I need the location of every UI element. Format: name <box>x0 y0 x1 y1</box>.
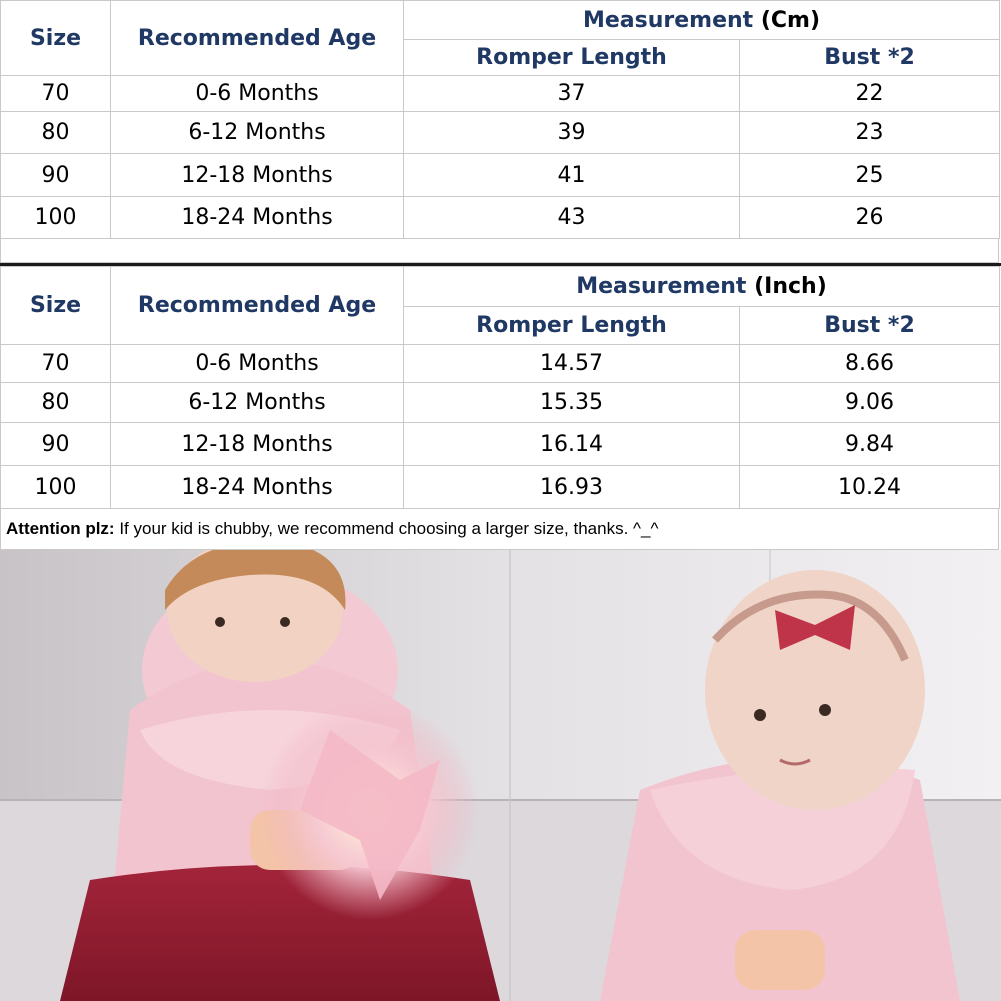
cell-age: 18-24 Months <box>110 196 404 239</box>
cell-age: 18-24 Months <box>110 465 404 509</box>
cell-age: 6-12 Months <box>110 382 404 423</box>
table-divider <box>0 263 1001 266</box>
header-size: Size <box>0 266 111 345</box>
cell-bust: 22 <box>738 75 1001 112</box>
bow-headband-icon <box>775 605 855 650</box>
cell-size: 100 <box>0 196 111 239</box>
cell-size: 90 <box>0 153 111 197</box>
table-row: 70 0-6 Months 37 22 <box>0 75 1001 112</box>
cell-bust: 8.66 <box>739 344 1000 383</box>
attention-label: Attention plz: <box>6 519 115 538</box>
cell-bust: 25 <box>738 153 1001 197</box>
measurement-unit: (Inch) <box>754 274 827 299</box>
cell-length: 43 <box>403 196 740 239</box>
header-recommended-age: Recommended Age <box>110 266 404 345</box>
size-table-inch: Size Recommended Age Measurement (Inch) … <box>0 266 1000 509</box>
cell-length: 14.57 <box>403 344 740 383</box>
product-photo-illustration <box>0 550 1001 1001</box>
attention-text: If your kid is chubby, we recommend choo… <box>114 519 659 538</box>
measurement-label: Measurement <box>582 7 754 33</box>
attention-note: Attention plz: If your kid is chubby, we… <box>0 508 999 550</box>
table-row: 80 6-12 Months 39 23 <box>0 111 1001 154</box>
right-child <box>600 570 960 1001</box>
cell-size: 80 <box>0 111 111 154</box>
table-row: 100 18-24 Months 16.93 10.24 <box>0 465 1000 509</box>
cell-size: 90 <box>0 422 111 466</box>
header-bust: Bust *2 <box>738 39 1001 76</box>
header-recommended-age: Recommended Age <box>110 0 404 76</box>
cell-length: 37 <box>403 75 740 112</box>
header-romper-length: Romper Length <box>403 39 740 76</box>
cell-size: 70 <box>0 75 111 112</box>
cell-size: 100 <box>0 465 111 509</box>
cell-bust: 9.84 <box>739 422 1000 466</box>
header-bust: Bust *2 <box>739 306 1000 345</box>
measurement-label: Measurement <box>576 274 747 299</box>
cell-bust: 26 <box>738 196 1001 239</box>
header-size: Size <box>0 0 111 76</box>
size-table-cm: Size Recommended Age Measurement (Cm) Ro… <box>0 0 1001 239</box>
table-spacer-row <box>0 238 999 263</box>
cell-bust: 23 <box>738 111 1001 154</box>
product-photo <box>0 550 1001 1001</box>
cell-age: 6-12 Months <box>110 111 404 154</box>
cell-size: 70 <box>0 344 111 383</box>
cell-age: 12-18 Months <box>110 422 404 466</box>
header-measurement: Measurement (Inch) <box>403 266 1000 307</box>
table-row: 100 18-24 Months 43 26 <box>0 196 1001 239</box>
cell-length: 41 <box>403 153 740 197</box>
header-measurement: Measurement (Cm) <box>402 0 1001 40</box>
cell-bust: 9.06 <box>739 382 1000 423</box>
cell-age: 12-18 Months <box>110 153 404 197</box>
table-row: 90 12-18 Months 16.14 9.84 <box>0 422 1000 466</box>
header-romper-length: Romper Length <box>403 306 740 345</box>
cell-length: 16.93 <box>403 465 740 509</box>
cell-length: 16.14 <box>403 422 740 466</box>
cell-age: 0-6 Months <box>110 344 404 383</box>
table-row: 90 12-18 Months 41 25 <box>0 153 1001 197</box>
table-row: 70 0-6 Months 14.57 8.66 <box>0 344 1000 383</box>
table-row: 80 6-12 Months 15.35 9.06 <box>0 382 1000 423</box>
cell-size: 80 <box>0 382 111 423</box>
cell-age: 0-6 Months <box>110 75 404 112</box>
cell-length: 15.35 <box>403 382 740 423</box>
cell-bust: 10.24 <box>739 465 1000 509</box>
cell-length: 39 <box>403 111 740 154</box>
measurement-unit: (Cm) <box>760 7 821 33</box>
